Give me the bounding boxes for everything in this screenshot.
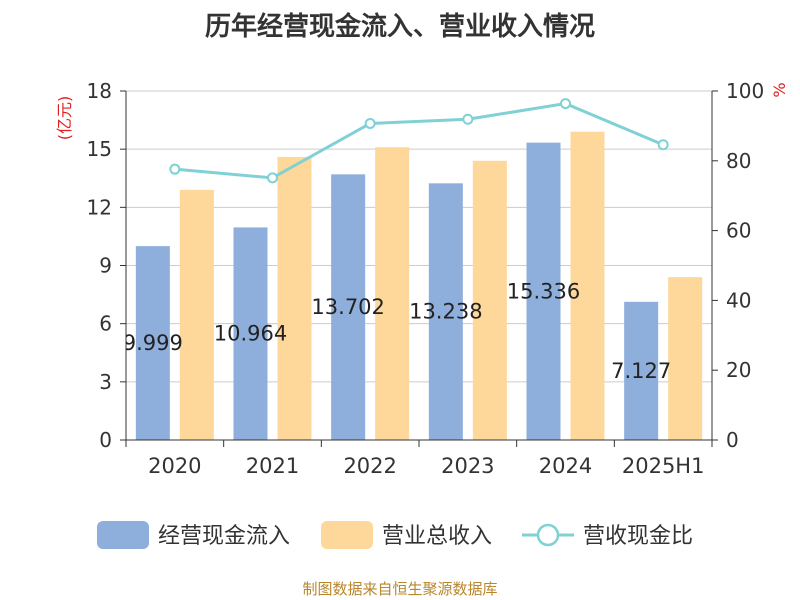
y-right-tick-label: 40	[726, 288, 751, 312]
bar-total-revenue	[472, 160, 507, 441]
bar-cash-inflow	[233, 227, 268, 440]
bar-total-revenue	[570, 131, 605, 440]
y-left-tick-label: 0	[99, 428, 112, 452]
bars	[135, 131, 703, 441]
bar-cash-inflow	[331, 174, 366, 441]
y-right-tick-label: 60	[726, 219, 751, 243]
legend-label-cash-inflow: 经营现金流入	[158, 524, 290, 549]
axes: 0 3 6 9 12 15 18 0 20 40 60 80 100 2020 2021 2022 2023 20…	[87, 79, 765, 478]
y-left-tick-label: 6	[99, 312, 112, 336]
y-left-tick-label: 3	[99, 370, 112, 394]
data-label: 13.702	[311, 295, 384, 319]
data-labels: 9.999 10.964 13.702 13.238 15.336 7.127	[123, 279, 671, 383]
y-right-axis-label: %	[770, 82, 789, 97]
bar-total-revenue	[668, 277, 703, 440]
x-tick-label: 2025H1	[622, 454, 705, 478]
bar-cash-inflow	[526, 142, 561, 441]
bar-cash-inflow	[135, 246, 170, 440]
bar-cash-inflow	[428, 183, 463, 440]
y-right-tick-label: 20	[726, 358, 751, 382]
legend-swatch-cash-inflow	[97, 521, 149, 549]
legend-label-ratio: 营收现金比	[583, 524, 693, 549]
ratio-point	[169, 163, 181, 175]
bar-total-revenue	[277, 156, 312, 440]
data-label: 15.336	[507, 279, 580, 303]
y-left-tick-label: 9	[99, 254, 112, 278]
y-right-tick-label: 80	[726, 149, 751, 173]
x-tick-label: 2021	[246, 454, 299, 478]
y-right-tick-label: 0	[726, 428, 739, 452]
ratio-point	[364, 117, 376, 129]
ratio-point	[267, 172, 278, 184]
y-left-tick-label: 15	[87, 137, 112, 161]
bar-total-revenue	[375, 147, 410, 440]
legend-label-total-revenue: 营业总收入	[382, 524, 492, 549]
data-label: 10.964	[214, 322, 287, 346]
x-tick-label: 2020	[148, 454, 201, 478]
legend-swatch-ratio-marker	[536, 523, 560, 547]
x-tick-label: 2022	[343, 454, 396, 478]
ratio-point	[657, 139, 669, 151]
legend-swatch-total-revenue	[321, 521, 373, 549]
x-tick-label: 2024	[539, 454, 592, 478]
bar-total-revenue	[179, 189, 214, 440]
legend: 经营现金流入 营业总收入 营收现金比	[97, 521, 693, 549]
source-note: 制图数据来自恒生聚源数据库	[302, 580, 498, 598]
y-left-axis-label: (亿元)	[55, 96, 74, 141]
y-left-tick-label: 18	[87, 79, 112, 103]
bar-cash-inflow	[624, 301, 659, 440]
x-tick-label: 2023	[441, 454, 494, 478]
chart-title: 历年经营现金流入、营业收入情况	[204, 12, 595, 42]
ratio-line-path	[174, 102, 664, 180]
ratio-line	[169, 98, 669, 184]
ratio-point	[462, 113, 474, 125]
y-left-tick-label: 12	[87, 195, 112, 219]
y-right-tick-label: 100	[726, 79, 764, 103]
data-label: 13.238	[409, 300, 482, 324]
gridlines	[126, 90, 712, 383]
data-label: 9.999	[123, 331, 183, 355]
data-label: 7.127	[611, 359, 671, 383]
ratio-point	[560, 98, 571, 110]
